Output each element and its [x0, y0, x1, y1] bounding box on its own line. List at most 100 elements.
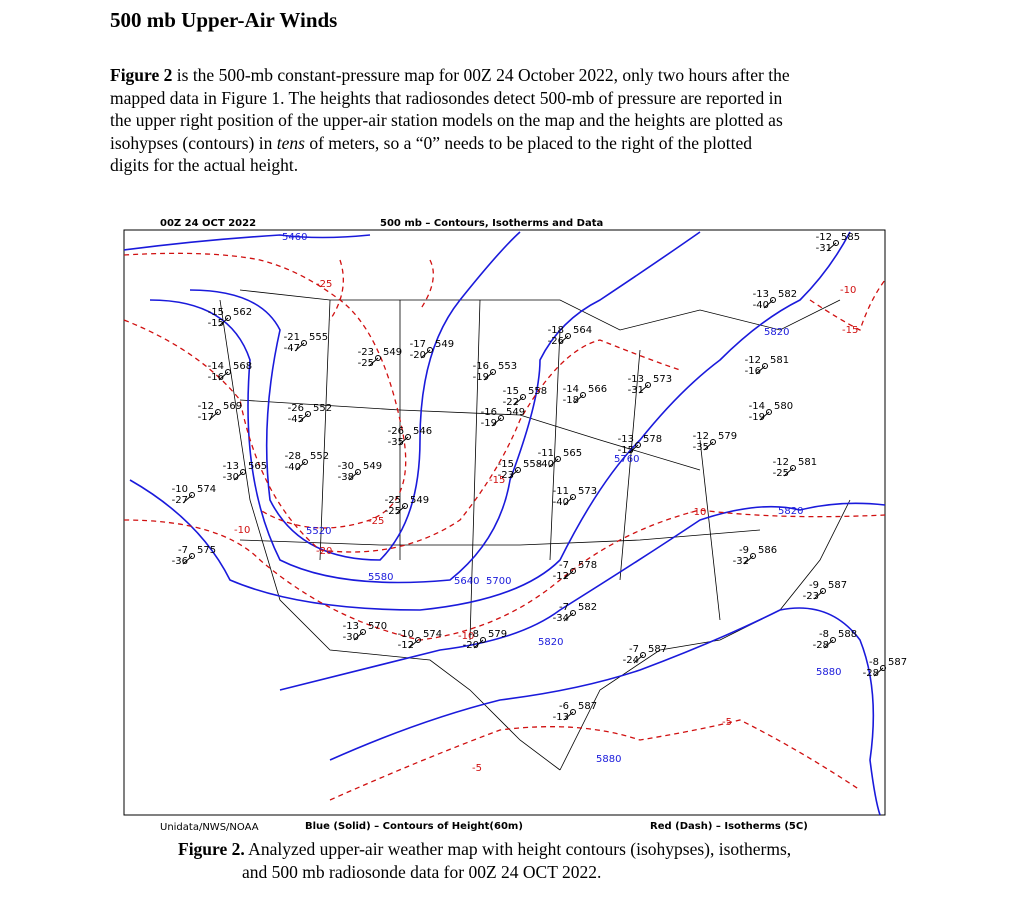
isotherm-label: -5: [472, 763, 482, 774]
isotherms: [123, 252, 886, 801]
height: 581: [798, 457, 817, 468]
station: [640, 652, 646, 658]
wind-barb: [755, 365, 766, 375]
station: [750, 553, 756, 559]
temperature: -14: [208, 361, 224, 372]
dewpoint: -16: [745, 366, 761, 377]
contour-label: 5760: [614, 454, 639, 465]
height: 587: [888, 657, 907, 668]
map-frame: [123, 229, 886, 816]
temperature: -26: [288, 403, 304, 414]
height: 564: [573, 325, 592, 336]
dewpoint: -19: [749, 412, 765, 423]
dewpoint: -12: [398, 640, 414, 651]
height: 566: [588, 384, 607, 395]
temperature: -12: [693, 431, 709, 442]
wind-barb: [483, 371, 494, 381]
isotherm-label: -25: [368, 516, 384, 527]
dewpoint: -40: [538, 459, 554, 470]
station: [240, 469, 246, 475]
emphasis: tens: [276, 132, 305, 153]
height: 549: [435, 339, 454, 350]
height: 549: [410, 495, 429, 506]
dewpoint: -15: [618, 445, 634, 456]
paragraph: Figure 2 is the 500-mb constant-pressure…: [110, 64, 790, 177]
dewpoint: -15: [208, 318, 224, 329]
station: [820, 588, 826, 594]
line: the upper right position of the upper-ai…: [110, 110, 783, 130]
temperature: -11: [553, 486, 569, 497]
wind-barb: [628, 444, 639, 454]
height: 569: [223, 401, 242, 412]
wind-barb: [563, 612, 574, 622]
height: 575: [197, 545, 216, 556]
temperature: -18: [548, 325, 564, 336]
contour-label: 5820: [538, 637, 563, 648]
legend-isotherms: Red (Dash) – Isotherms (5C): [650, 821, 808, 832]
dewpoint: -30: [343, 632, 359, 643]
map-title: 500 mb – Contours, Isotherms and Data: [380, 218, 603, 229]
contour-label: 5820: [778, 506, 803, 517]
line: Figure 2. Analyzed upper-air weather map…: [0, 838, 1024, 861]
dewpoint: -36: [172, 556, 188, 567]
wind-barb: [783, 467, 794, 477]
dewpoint: -19: [481, 418, 497, 429]
isotherm-label: -15: [842, 325, 858, 336]
height: 552: [313, 403, 332, 414]
dewpoint: -17: [198, 412, 214, 423]
height: 568: [233, 361, 252, 372]
temperature: -16: [473, 361, 489, 372]
temperature: -7: [559, 602, 569, 613]
temperature: -10: [398, 629, 414, 640]
line: digits for the actual height.: [110, 155, 299, 175]
temperature: -15: [503, 386, 519, 397]
station: [301, 340, 307, 346]
station: [189, 492, 195, 498]
wind-barb: [208, 411, 219, 421]
temperature: -21: [284, 332, 300, 343]
wind-barb: [513, 396, 524, 406]
wind-barb: [233, 471, 244, 481]
line: isohypses (contours) in tens of meters, …: [110, 132, 790, 155]
temperature: -14: [749, 401, 765, 412]
height: 549: [363, 461, 382, 472]
temperature: -9: [809, 580, 819, 591]
height: 587: [648, 644, 667, 655]
station: [570, 709, 576, 715]
station: [580, 392, 586, 398]
height: 565: [248, 461, 267, 472]
station: [305, 411, 311, 417]
wind-barb: [743, 555, 754, 565]
height: 582: [578, 602, 597, 613]
station: [480, 637, 486, 643]
station: [225, 369, 231, 375]
dewpoint: -27: [172, 495, 188, 506]
temperature: -12: [745, 355, 761, 366]
isotherm-label: -10: [234, 525, 250, 536]
wind-barb: [398, 436, 409, 446]
line: mapped data in Figure 1. The heights tha…: [110, 87, 783, 108]
height: 574: [423, 629, 442, 640]
dewpoint: -20: [463, 640, 479, 651]
dewpoint: -35: [693, 442, 709, 453]
dewpoint: -19: [473, 372, 489, 383]
station: [565, 333, 571, 339]
wind-barb: [182, 555, 193, 565]
station: [570, 610, 576, 616]
station: [189, 553, 195, 559]
temperature: -12: [773, 457, 789, 468]
wind-barb: [218, 317, 229, 327]
text: Analyzed upper-air weather map with heig…: [244, 839, 792, 859]
dewpoint: -34: [553, 613, 569, 624]
dewpoint: -28: [863, 668, 879, 679]
station: [402, 503, 408, 509]
dewpoint: -24: [623, 655, 639, 666]
contour-label: 5880: [596, 754, 621, 765]
station: [225, 315, 231, 321]
height: 586: [758, 545, 777, 556]
temperature: -13: [223, 461, 239, 472]
station: [762, 363, 768, 369]
height: 546: [413, 426, 432, 437]
station: [355, 469, 361, 475]
wind-barb: [873, 667, 884, 677]
